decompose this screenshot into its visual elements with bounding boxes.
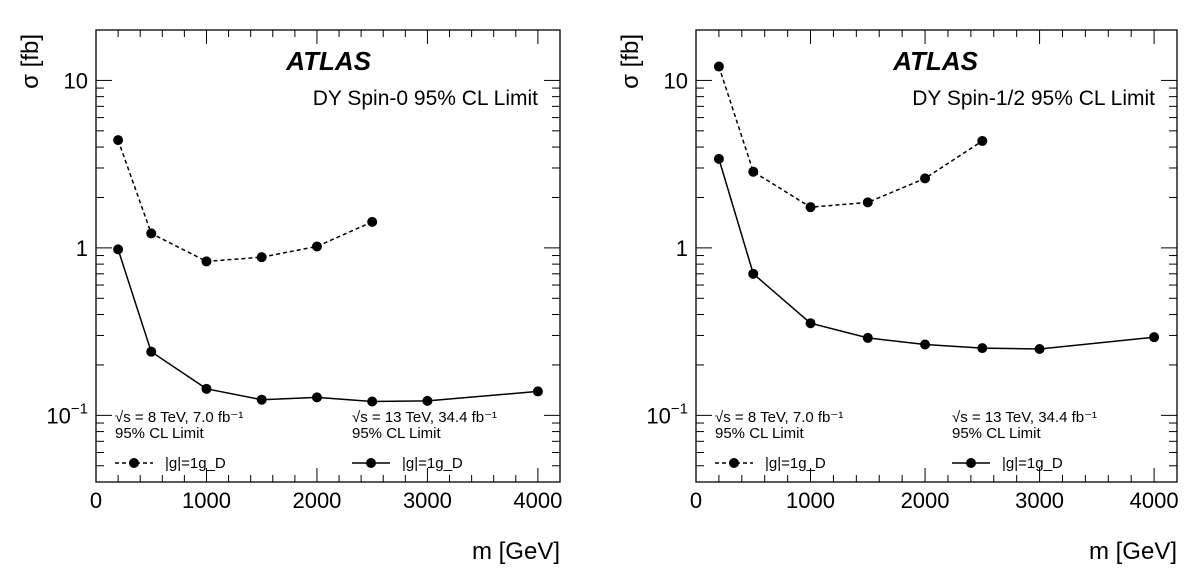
y-tick-label: 10 bbox=[64, 68, 88, 93]
legend-header-line: 95% CL Limit bbox=[115, 425, 204, 442]
data-point-dashed bbox=[977, 135, 988, 146]
legend-label: |g|=1g_D bbox=[1002, 455, 1063, 472]
x-tick-label: 4000 bbox=[513, 488, 562, 513]
y-axis-title: σ [fb] bbox=[17, 34, 44, 89]
chart-title: ATLAS bbox=[892, 46, 978, 76]
data-point-solid bbox=[920, 339, 931, 350]
data-point-dashed bbox=[367, 216, 378, 227]
chart-subtitle: DY Spin-0 95% CL Limit bbox=[313, 87, 538, 110]
series-line-solid bbox=[718, 158, 1155, 350]
data-point-solid bbox=[201, 383, 212, 394]
y-axis-title: σ [fb] bbox=[617, 34, 644, 89]
x-axis-title: m [GeV] bbox=[1089, 538, 1177, 565]
x-tick-label: 1000 bbox=[182, 488, 231, 513]
y-tick-base: 10 bbox=[46, 403, 70, 428]
data-point-solid bbox=[713, 153, 724, 164]
data-point-dashed bbox=[311, 241, 322, 252]
legend-header-line: √s = 13 TeV, 34.4 fb⁻¹ bbox=[952, 409, 1097, 426]
data-point-solid bbox=[977, 343, 988, 354]
y-tick-label: 1 bbox=[676, 236, 688, 261]
x-tick-label: 3000 bbox=[1015, 488, 1064, 513]
legend-marker bbox=[129, 458, 139, 468]
data-point-dashed bbox=[201, 256, 212, 267]
data-point-dashed bbox=[920, 173, 931, 184]
data-point-solid bbox=[805, 318, 816, 329]
legend-header-line: 95% CL Limit bbox=[715, 425, 804, 442]
legend-marker bbox=[366, 458, 376, 468]
data-point-solid bbox=[146, 346, 157, 357]
legend-header-line: √s = 8 TeV, 7.0 fb⁻¹ bbox=[715, 409, 843, 426]
x-tick-label: 4000 bbox=[1130, 488, 1179, 513]
y-tick-label: 1 bbox=[76, 236, 88, 261]
data-point-dashed bbox=[146, 228, 157, 239]
x-tick-label: 2000 bbox=[292, 488, 341, 513]
data-point-solid bbox=[367, 396, 378, 407]
x-tick-label: 1000 bbox=[786, 488, 835, 513]
x-tick-label: 0 bbox=[90, 488, 102, 513]
data-point-solid bbox=[422, 395, 433, 406]
legend-label: |g|=1g_D bbox=[402, 455, 463, 472]
y-tick-label: 10−1 bbox=[46, 400, 88, 428]
data-point-solid bbox=[862, 332, 873, 343]
legend-label: |g|=1g_D bbox=[765, 455, 826, 472]
y-tick-exponent: −1 bbox=[71, 400, 88, 417]
x-tick-label: 3000 bbox=[403, 488, 452, 513]
legend-marker bbox=[966, 458, 976, 468]
series-line-dashed bbox=[718, 66, 983, 208]
x-tick-label: 0 bbox=[690, 488, 702, 513]
x-axis-title: m [GeV] bbox=[472, 538, 560, 565]
y-tick-base: 10 bbox=[646, 403, 670, 428]
data-point-solid bbox=[113, 244, 124, 255]
y-tick-exponent: −1 bbox=[671, 400, 688, 417]
chart-title: ATLAS bbox=[285, 46, 371, 76]
data-point-solid bbox=[311, 392, 322, 403]
data-point-solid bbox=[1034, 344, 1045, 355]
legend-header-line: 95% CL Limit bbox=[352, 425, 441, 442]
series-line-solid bbox=[117, 249, 538, 403]
y-tick-label: 10−1 bbox=[646, 400, 688, 428]
data-point-dashed bbox=[805, 202, 816, 213]
series-line-dashed bbox=[117, 139, 373, 263]
legend-marker bbox=[729, 458, 739, 468]
data-point-dashed bbox=[113, 135, 124, 146]
data-point-dashed bbox=[862, 197, 873, 208]
y-tick-label: 10 bbox=[664, 68, 688, 93]
data-point-solid bbox=[532, 386, 543, 397]
legend-header-line: √s = 8 TeV, 7.0 fb⁻¹ bbox=[115, 409, 243, 426]
chart-subtitle: DY Spin-1/2 95% CL Limit bbox=[912, 87, 1155, 110]
data-point-solid bbox=[748, 268, 759, 279]
data-point-dashed bbox=[748, 166, 759, 177]
x-tick-label: 2000 bbox=[901, 488, 950, 513]
legend-label: |g|=1g_D bbox=[165, 455, 226, 472]
legend-header-line: 95% CL Limit bbox=[952, 425, 1041, 442]
data-point-dashed bbox=[256, 252, 267, 263]
data-point-dashed bbox=[713, 61, 724, 72]
data-point-solid bbox=[256, 394, 267, 405]
data-point-solid bbox=[1149, 332, 1160, 343]
legend-header-line: √s = 13 TeV, 34.4 fb⁻¹ bbox=[352, 409, 497, 426]
